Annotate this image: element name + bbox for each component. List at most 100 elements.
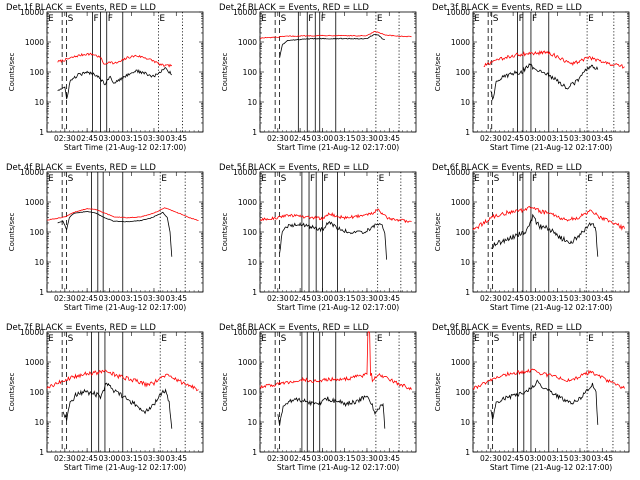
y-tick-label: 1	[465, 288, 470, 297]
y-tick-label: 10	[34, 98, 44, 107]
time-marker-label: S	[493, 14, 499, 24]
x-tick-label: 03:00	[99, 134, 121, 143]
time-marker-label: E	[159, 14, 165, 24]
y-tick-label: 10	[247, 418, 257, 427]
time-marker-label: F	[310, 174, 315, 184]
y-tick-label: 10000	[20, 328, 44, 337]
y-tick-label: 10	[460, 98, 470, 107]
x-tick-label: 03:30	[356, 134, 378, 143]
detector-panel-3f: Det 3f BLACK = Events, RED = LLD 1 10 100 10…	[432, 3, 630, 152]
x-tick-label: 02:45	[76, 454, 98, 463]
y-tick-label: 10000	[446, 328, 470, 337]
x-axis-label: Start Time (21-Aug-12 02:17:00)	[64, 303, 186, 312]
panel-title: Det 5f BLACK = Events, RED = LLD	[219, 163, 369, 173]
y-tick-label: 100	[243, 388, 258, 397]
x-tick-label: 03:15	[334, 454, 356, 463]
y-tick-label: 1000	[451, 38, 470, 47]
y-tick-label: 1000	[238, 198, 257, 207]
time-marker-label: F	[532, 174, 537, 184]
x-tick-label: 02:30	[480, 134, 502, 143]
x-tick-label: 03:45	[378, 134, 400, 143]
panel-title: Det 9f BLACK = Events, RED = LLD	[432, 323, 582, 333]
series-lld-line	[259, 30, 412, 39]
time-marker-label: E	[474, 174, 480, 184]
x-tick-label: 02:45	[76, 134, 98, 143]
y-axis-label: Counts/sec	[434, 213, 442, 252]
y-tick-label: 10000	[233, 8, 257, 17]
time-marker-label: E	[48, 14, 54, 24]
x-tick-label: 03:00	[312, 454, 334, 463]
x-tick-label: 03:00	[312, 134, 334, 143]
y-tick-label: 1	[252, 128, 257, 137]
y-tick-label: 100	[456, 68, 471, 77]
y-tick-label: 10	[34, 258, 44, 267]
x-axis-label: Start Time (21-Aug-12 02:17:00)	[490, 143, 612, 152]
panel-title: Det 1f BLACK = Events, RED = LLD	[6, 3, 156, 13]
x-tick-label: 03:15	[547, 454, 569, 463]
time-marker-label: E	[261, 174, 267, 184]
series-events-line	[277, 395, 386, 429]
x-tick-label: 03:45	[165, 294, 187, 303]
x-tick-label: 03:45	[378, 294, 400, 303]
time-marker-label: S	[281, 334, 287, 344]
x-tick-label: 03:15	[121, 294, 143, 303]
x-axis-label: Start Time (21-Aug-12 02:17:00)	[64, 463, 186, 472]
time-marker-label: F	[108, 14, 113, 24]
x-tick-label: 03:30	[143, 134, 165, 143]
detector-panel-4f: Det 4f BLACK = Events, RED = LLD 1 10 100 10…	[6, 163, 204, 312]
series-events-line	[490, 379, 599, 425]
y-axis-label: Counts/sec	[221, 373, 229, 412]
x-tick-label: 03:15	[334, 294, 356, 303]
time-marker-label: S	[281, 14, 287, 24]
x-tick-label: 03:45	[591, 454, 613, 463]
time-marker-label: E	[588, 334, 594, 344]
x-tick-label: 03:45	[591, 134, 613, 143]
time-marker-label: F	[519, 334, 524, 344]
series-events-line	[490, 213, 599, 257]
x-tick-label: 03:30	[569, 454, 591, 463]
time-marker-label: E	[587, 174, 593, 184]
time-marker-label: F	[308, 14, 313, 24]
y-tick-label: 1	[465, 448, 470, 457]
series-events-line	[57, 211, 173, 257]
y-tick-label: 1	[39, 128, 44, 137]
time-marker-label: S	[68, 334, 74, 344]
y-tick-label: 100	[30, 388, 45, 397]
y-tick-label: 1000	[238, 358, 257, 367]
x-tick-label: 03:45	[378, 454, 400, 463]
y-axis-label: Counts/sec	[221, 213, 229, 252]
x-tick-label: 02:30	[267, 294, 289, 303]
time-marker-label: E	[48, 174, 54, 184]
series-lld-line	[483, 50, 625, 69]
x-tick-label: 03:30	[356, 454, 378, 463]
y-tick-label: 100	[456, 388, 471, 397]
x-axis-label: Start Time (21-Aug-12 02:17:00)	[64, 143, 186, 152]
y-axis-label: Counts/sec	[8, 213, 16, 252]
time-marker-label: S	[68, 174, 74, 184]
series-lld-line	[259, 208, 412, 224]
time-marker-label: S	[494, 334, 500, 344]
panel-title: Det 7f BLACK = Events, RED = LLD	[6, 323, 156, 333]
x-tick-label: 03:15	[121, 454, 143, 463]
detector-panel-8f: Det 8f BLACK = Events, RED = LLD 1 10 100 10…	[219, 323, 417, 472]
x-tick-label: 02:30	[480, 294, 502, 303]
x-tick-label: 03:15	[121, 134, 143, 143]
x-tick-label: 03:00	[525, 134, 547, 143]
detector-panel-5f: Det 5f BLACK = Events, RED = LLD 1 10 100 10…	[219, 163, 417, 312]
x-tick-label: 03:15	[547, 294, 569, 303]
time-marker-label: F	[323, 174, 328, 184]
x-tick-label: 02:30	[54, 134, 76, 143]
x-tick-label: 02:45	[289, 454, 311, 463]
time-marker-label: E	[261, 14, 267, 24]
x-tick-label: 03:45	[165, 134, 187, 143]
series-events-line	[57, 67, 173, 100]
panel-title: Det 6f BLACK = Events, RED = LLD	[432, 163, 582, 173]
y-tick-label: 10	[460, 418, 470, 427]
time-marker-label: E	[474, 14, 480, 24]
y-tick-label: 10	[460, 258, 470, 267]
y-tick-label: 10	[247, 258, 257, 267]
x-tick-label: 03:30	[143, 294, 165, 303]
x-tick-label: 03:30	[356, 294, 378, 303]
x-tick-label: 02:30	[54, 294, 76, 303]
series-lld-line	[46, 207, 199, 221]
